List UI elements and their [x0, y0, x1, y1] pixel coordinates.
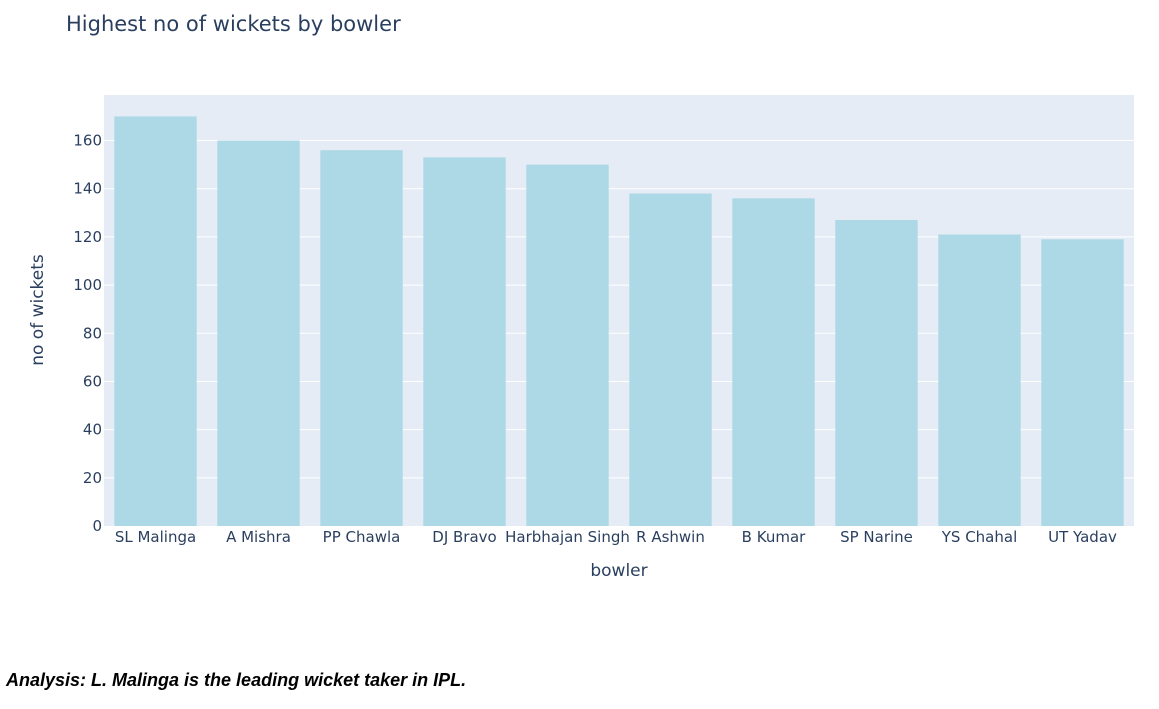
x-tick-label: SP Narine [840, 528, 913, 546]
x-axis-ticks: SL Malinga A Mishra PP Chawla DJ Bravo Harbh… [115, 528, 1117, 546]
bar-ys-chahal[interactable] [938, 234, 1021, 526]
chart-title: Highest no of wickets by bowler [66, 12, 401, 36]
x-tick-label: UT Yadav [1048, 528, 1117, 546]
x-tick-label: B Kumar [742, 528, 806, 546]
bar-sp-narine[interactable] [835, 220, 918, 526]
bar-harbhajan-singh[interactable] [526, 164, 609, 526]
y-tick-label: 80 [83, 324, 102, 342]
y-tick-label: 40 [83, 421, 102, 439]
y-tick-label: 60 [83, 372, 102, 390]
x-tick-label: PP Chawla [323, 528, 401, 546]
bar-b-kumar[interactable] [732, 198, 815, 526]
x-tick-label: YS Chahal [941, 528, 1018, 546]
bar-a-mishra[interactable] [217, 140, 300, 526]
y-tick-label: 0 [92, 517, 102, 535]
x-tick-label: A Mishra [226, 528, 291, 546]
bar-ut-yadav[interactable] [1041, 239, 1124, 526]
bar-chart: 0 20 40 60 80 100 120 140 160 SL Malinga A Mishra… [28, 12, 1134, 581]
chart-svg: 0 20 40 60 80 100 120 140 160 SL Malinga A Mishra… [28, 12, 1134, 581]
y-tick-label: 120 [73, 228, 102, 246]
bar-pp-chawla[interactable] [320, 150, 403, 526]
bar-sl-malinga[interactable] [114, 116, 197, 526]
x-tick-label: R Ashwin [636, 528, 705, 546]
y-tick-label: 140 [73, 180, 102, 198]
x-tick-label: Harbhajan Singh [505, 528, 630, 546]
bar-dj-bravo[interactable] [423, 157, 506, 526]
bars [114, 116, 1124, 526]
y-tick-label: 160 [73, 132, 102, 150]
x-tick-label: DJ Bravo [432, 528, 496, 546]
y-tick-label: 100 [73, 276, 102, 294]
y-tick-label: 20 [83, 469, 102, 487]
x-tick-label: SL Malinga [115, 528, 196, 546]
analysis-note: Analysis: L. Malinga is the leading wick… [6, 670, 467, 690]
y-axis-ticks: 0 20 40 60 80 100 120 140 160 [73, 132, 102, 535]
bar-r-ashwin[interactable] [629, 193, 712, 526]
x-axis-title: bowler [590, 561, 647, 581]
y-axis-title: no of wickets [28, 254, 48, 366]
